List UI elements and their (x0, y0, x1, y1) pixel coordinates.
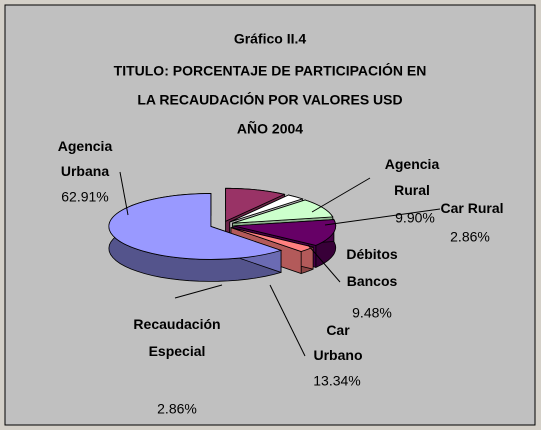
category-label: Car Urbano (314, 322, 363, 363)
chart-title: LA RECAUDACIÓN POR VALORES USD (137, 91, 402, 108)
chart-title: Gráfico II.4 (234, 31, 307, 47)
chart-title: AÑO 2004 (237, 120, 303, 137)
leader-line (269, 284, 306, 357)
slice (108, 193, 283, 260)
category-label-line: Urbana (61, 163, 109, 179)
category-label-line: Urbano (314, 347, 363, 363)
category-label-line: Débitos (346, 246, 398, 262)
category-label-line: Car Rural (440, 200, 503, 216)
category-label-line: Bancos (347, 273, 398, 289)
slice (229, 194, 304, 223)
category-label-line: Agencia (58, 138, 113, 154)
category-label-line: Car (326, 322, 350, 338)
slice (233, 219, 337, 246)
value-label: 62.91% (61, 189, 108, 205)
category-label-line: Agencia (385, 156, 440, 172)
value-label: 2.86% (157, 401, 197, 417)
value-label: 2.86% (450, 229, 490, 245)
category-label: Agencia Urbana (58, 138, 113, 179)
leader-line (324, 208, 441, 226)
slice (225, 187, 286, 222)
category-label: Car Rural (440, 200, 503, 216)
category-label-line: Recaudación (133, 316, 220, 332)
chart-title: TITULO: PORCENTAJE DE PARTICIPACIÓN EN (114, 62, 427, 79)
leader-line (119, 171, 129, 216)
value-label: 9.48% (352, 305, 392, 321)
leader-line (311, 177, 371, 213)
leader-line (307, 244, 341, 283)
category-label-line: Especial (149, 343, 206, 359)
category-label: Recaudación Especial (133, 316, 220, 359)
value-label: 13.34% (313, 373, 360, 389)
category-label-line: Rural (394, 182, 430, 198)
slice (230, 227, 315, 252)
slice (232, 199, 334, 224)
category-label: Agencia Rural (385, 156, 440, 198)
leader-line (174, 284, 223, 299)
category-label: Débitos Bancos (346, 246, 398, 289)
